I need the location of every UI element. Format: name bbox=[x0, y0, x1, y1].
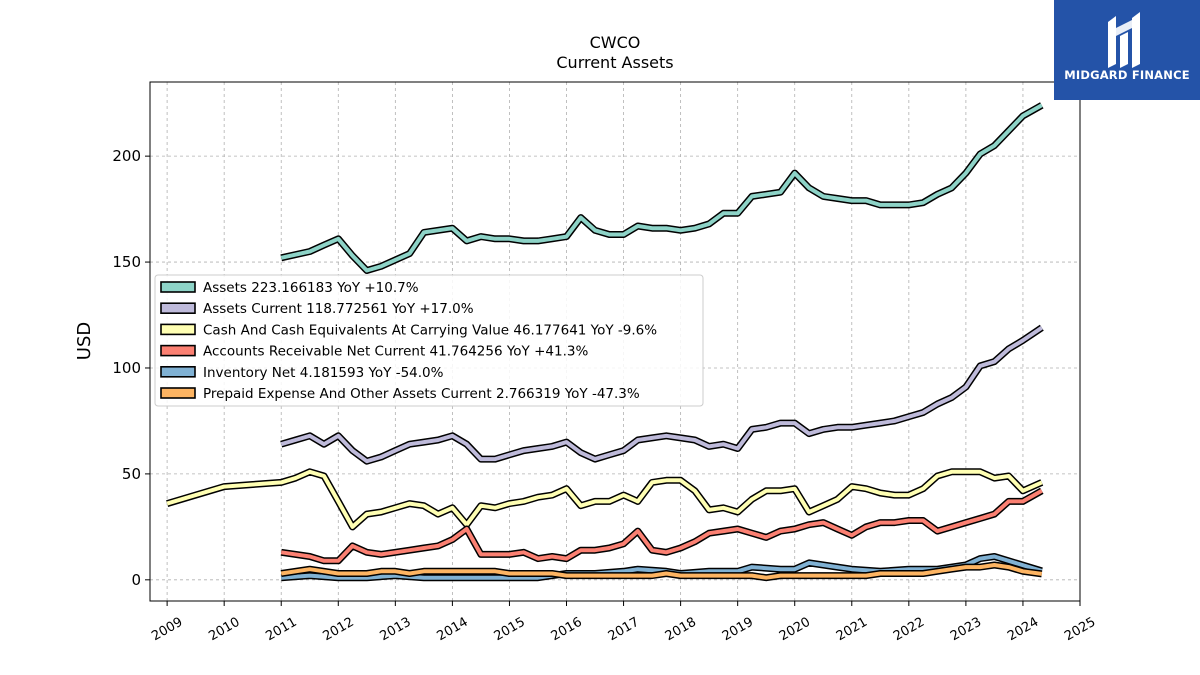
series-line-0 bbox=[280, 103, 1043, 273]
series-line-2 bbox=[166, 469, 1043, 529]
legend-swatch bbox=[160, 323, 196, 336]
x-tick-label: 2017 bbox=[606, 615, 642, 645]
legend-entry: Prepaid Expense And Other Assets Current… bbox=[203, 386, 640, 402]
legend-entry: Cash And Cash Equivalents At Carrying Va… bbox=[203, 322, 657, 338]
x-tick-label: 2010 bbox=[206, 615, 242, 645]
x-tick-label: 2025 bbox=[1062, 615, 1098, 645]
chart-title: CWCO bbox=[590, 33, 641, 52]
legend-swatch bbox=[160, 387, 196, 399]
x-tick-label: 2023 bbox=[948, 615, 984, 645]
x-tick-label: 2013 bbox=[378, 615, 414, 645]
x-tick-label: 2018 bbox=[663, 615, 699, 645]
series-layer bbox=[166, 102, 1044, 582]
chart-subtitle: Current Assets bbox=[556, 53, 673, 72]
x-tick-label: 2012 bbox=[320, 615, 356, 645]
legend-swatch bbox=[160, 344, 196, 357]
y-tick-label: 0 bbox=[131, 571, 141, 589]
legend: Assets 223.166183 YoY +10.7% Assets Curre… bbox=[154, 274, 704, 407]
legend-entry: Accounts Receivable Net Current 41.76425… bbox=[203, 344, 588, 360]
x-tick-label: 2015 bbox=[492, 615, 528, 645]
logo-mark-icon bbox=[1108, 12, 1140, 68]
x-tick-label: 2009 bbox=[149, 615, 185, 645]
y-tick-label: 100 bbox=[112, 359, 141, 377]
midgard-finance-logo: MIDGARD FINANCE bbox=[1054, 0, 1200, 100]
x-tick-label: 2011 bbox=[263, 615, 299, 645]
y-tick-label: 50 bbox=[122, 465, 141, 483]
x-tick-label: 2020 bbox=[777, 615, 813, 645]
legend-swatch bbox=[160, 365, 196, 378]
y-axis-label: USD bbox=[74, 322, 95, 360]
logo-text: MIDGARD FINANCE bbox=[1064, 68, 1190, 82]
x-tick-label: 2016 bbox=[549, 615, 585, 645]
x-tick-label: 2022 bbox=[891, 615, 927, 645]
legend-entry: Inventory Net 4.181593 YoY -54.0% bbox=[203, 365, 444, 381]
x-tick-label: 2014 bbox=[435, 615, 471, 645]
series-line-1 bbox=[280, 326, 1043, 464]
y-tick-label: 200 bbox=[112, 147, 141, 165]
x-tick-label: 2019 bbox=[720, 615, 756, 645]
x-axis: 2009 2010 2011 2012 2013 2014 2015 2016 2017 2018… bbox=[149, 601, 1098, 644]
series-line-3 bbox=[280, 489, 1043, 563]
legend-entry: Assets 223.166183 YoY +10.7% bbox=[203, 280, 419, 296]
legend-box bbox=[154, 274, 704, 407]
series-line-5 bbox=[280, 563, 1043, 580]
plot-frame bbox=[149, 81, 1081, 602]
legend-entry: Assets Current 118.772561 YoY +17.0% bbox=[203, 301, 474, 317]
legend-swatch bbox=[160, 281, 196, 293]
y-axis: 0 50 100 150 200 bbox=[112, 147, 150, 589]
x-tick-label: 2021 bbox=[834, 615, 870, 645]
y-tick-label: 150 bbox=[112, 253, 141, 271]
legend-swatch bbox=[160, 302, 196, 315]
x-tick-label: 2024 bbox=[1005, 615, 1041, 645]
